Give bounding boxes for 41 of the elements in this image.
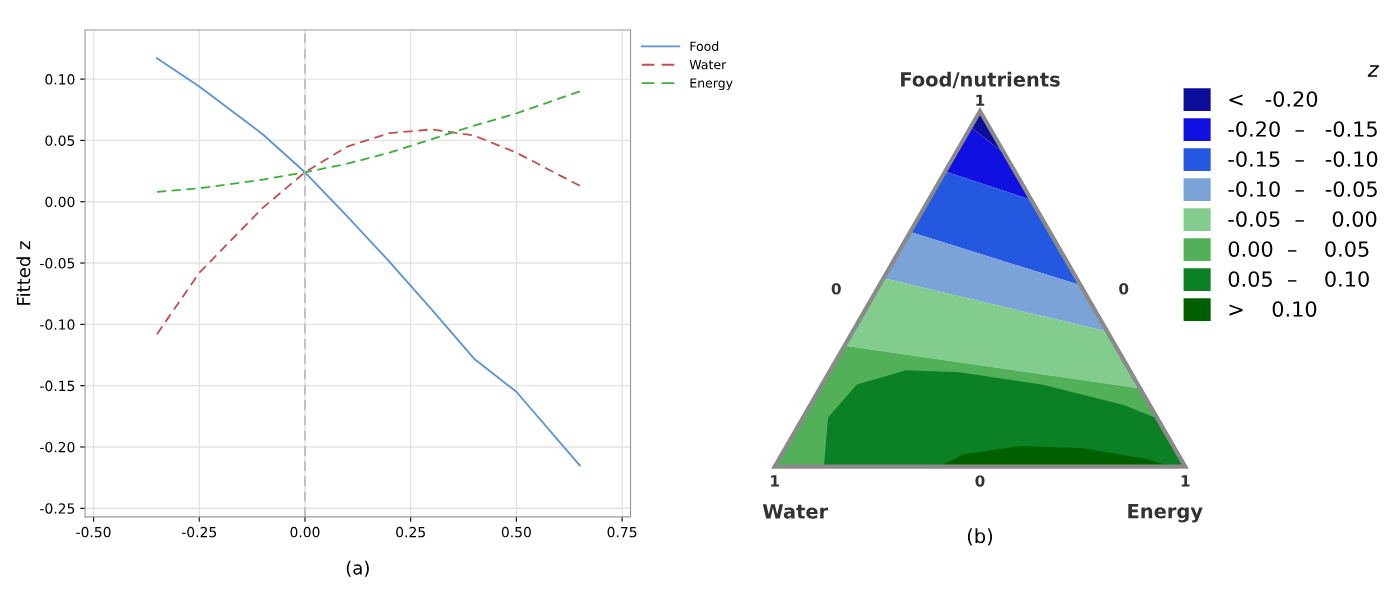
x-tick-label: 0.75 xyxy=(607,526,637,538)
legend-label: Food xyxy=(690,41,719,51)
text: 0 xyxy=(975,475,985,487)
text: Energy xyxy=(1128,504,1203,523)
text: (a) xyxy=(346,560,369,577)
category-label: -0.10 – -0.05 xyxy=(1228,181,1377,197)
text: 1 xyxy=(771,475,779,487)
y-tick-label: -0.15 xyxy=(40,380,75,392)
x-tick-label: -0.25 xyxy=(181,526,217,538)
y-tick-label: 0.00 xyxy=(45,196,75,208)
category-label: -0.15 – -0.10 xyxy=(1228,151,1378,167)
category-label: < -0.20 xyxy=(1229,91,1318,107)
y-tick-label: -0.25 xyxy=(40,503,75,514)
text: (b) xyxy=(967,528,993,546)
y-tick-label: -0.05 xyxy=(40,258,75,269)
category-label: 0.00 – 0.05 xyxy=(1228,241,1369,257)
line-series xyxy=(156,57,581,467)
category-label: 0.05 – 0.10 xyxy=(1228,271,1369,287)
text: Water xyxy=(762,504,829,519)
y-tick-label: 0.05 xyxy=(45,135,75,146)
legend-label: Energy xyxy=(690,78,733,91)
category-label: -0.05 – 0.00 xyxy=(1228,211,1377,227)
text: 0 xyxy=(831,282,841,295)
legend-label: Water xyxy=(689,60,727,70)
line-series xyxy=(156,90,581,193)
x-tick-label: 0.25 xyxy=(396,526,425,538)
y-tick-label: -0.10 xyxy=(40,319,75,330)
category-label: > 0.10 xyxy=(1229,301,1317,317)
text: 0 xyxy=(1119,282,1129,295)
category-label: -0.20 – -0.15 xyxy=(1228,121,1377,137)
text: Food/nutrients xyxy=(901,71,1060,89)
y-axis-title: Fitted z xyxy=(16,241,31,305)
text: 1 xyxy=(1181,475,1190,487)
legend-title: z xyxy=(1367,65,1380,77)
y-tick-label: 0.10 xyxy=(45,74,75,85)
x-tick-label: 0.50 xyxy=(501,526,531,538)
y-tick-label: -0.20 xyxy=(40,441,75,453)
x-tick-label: 0.00 xyxy=(290,526,320,538)
line-series xyxy=(156,128,581,336)
x-tick-label: -0.50 xyxy=(76,526,111,538)
text: 1 xyxy=(976,94,985,106)
